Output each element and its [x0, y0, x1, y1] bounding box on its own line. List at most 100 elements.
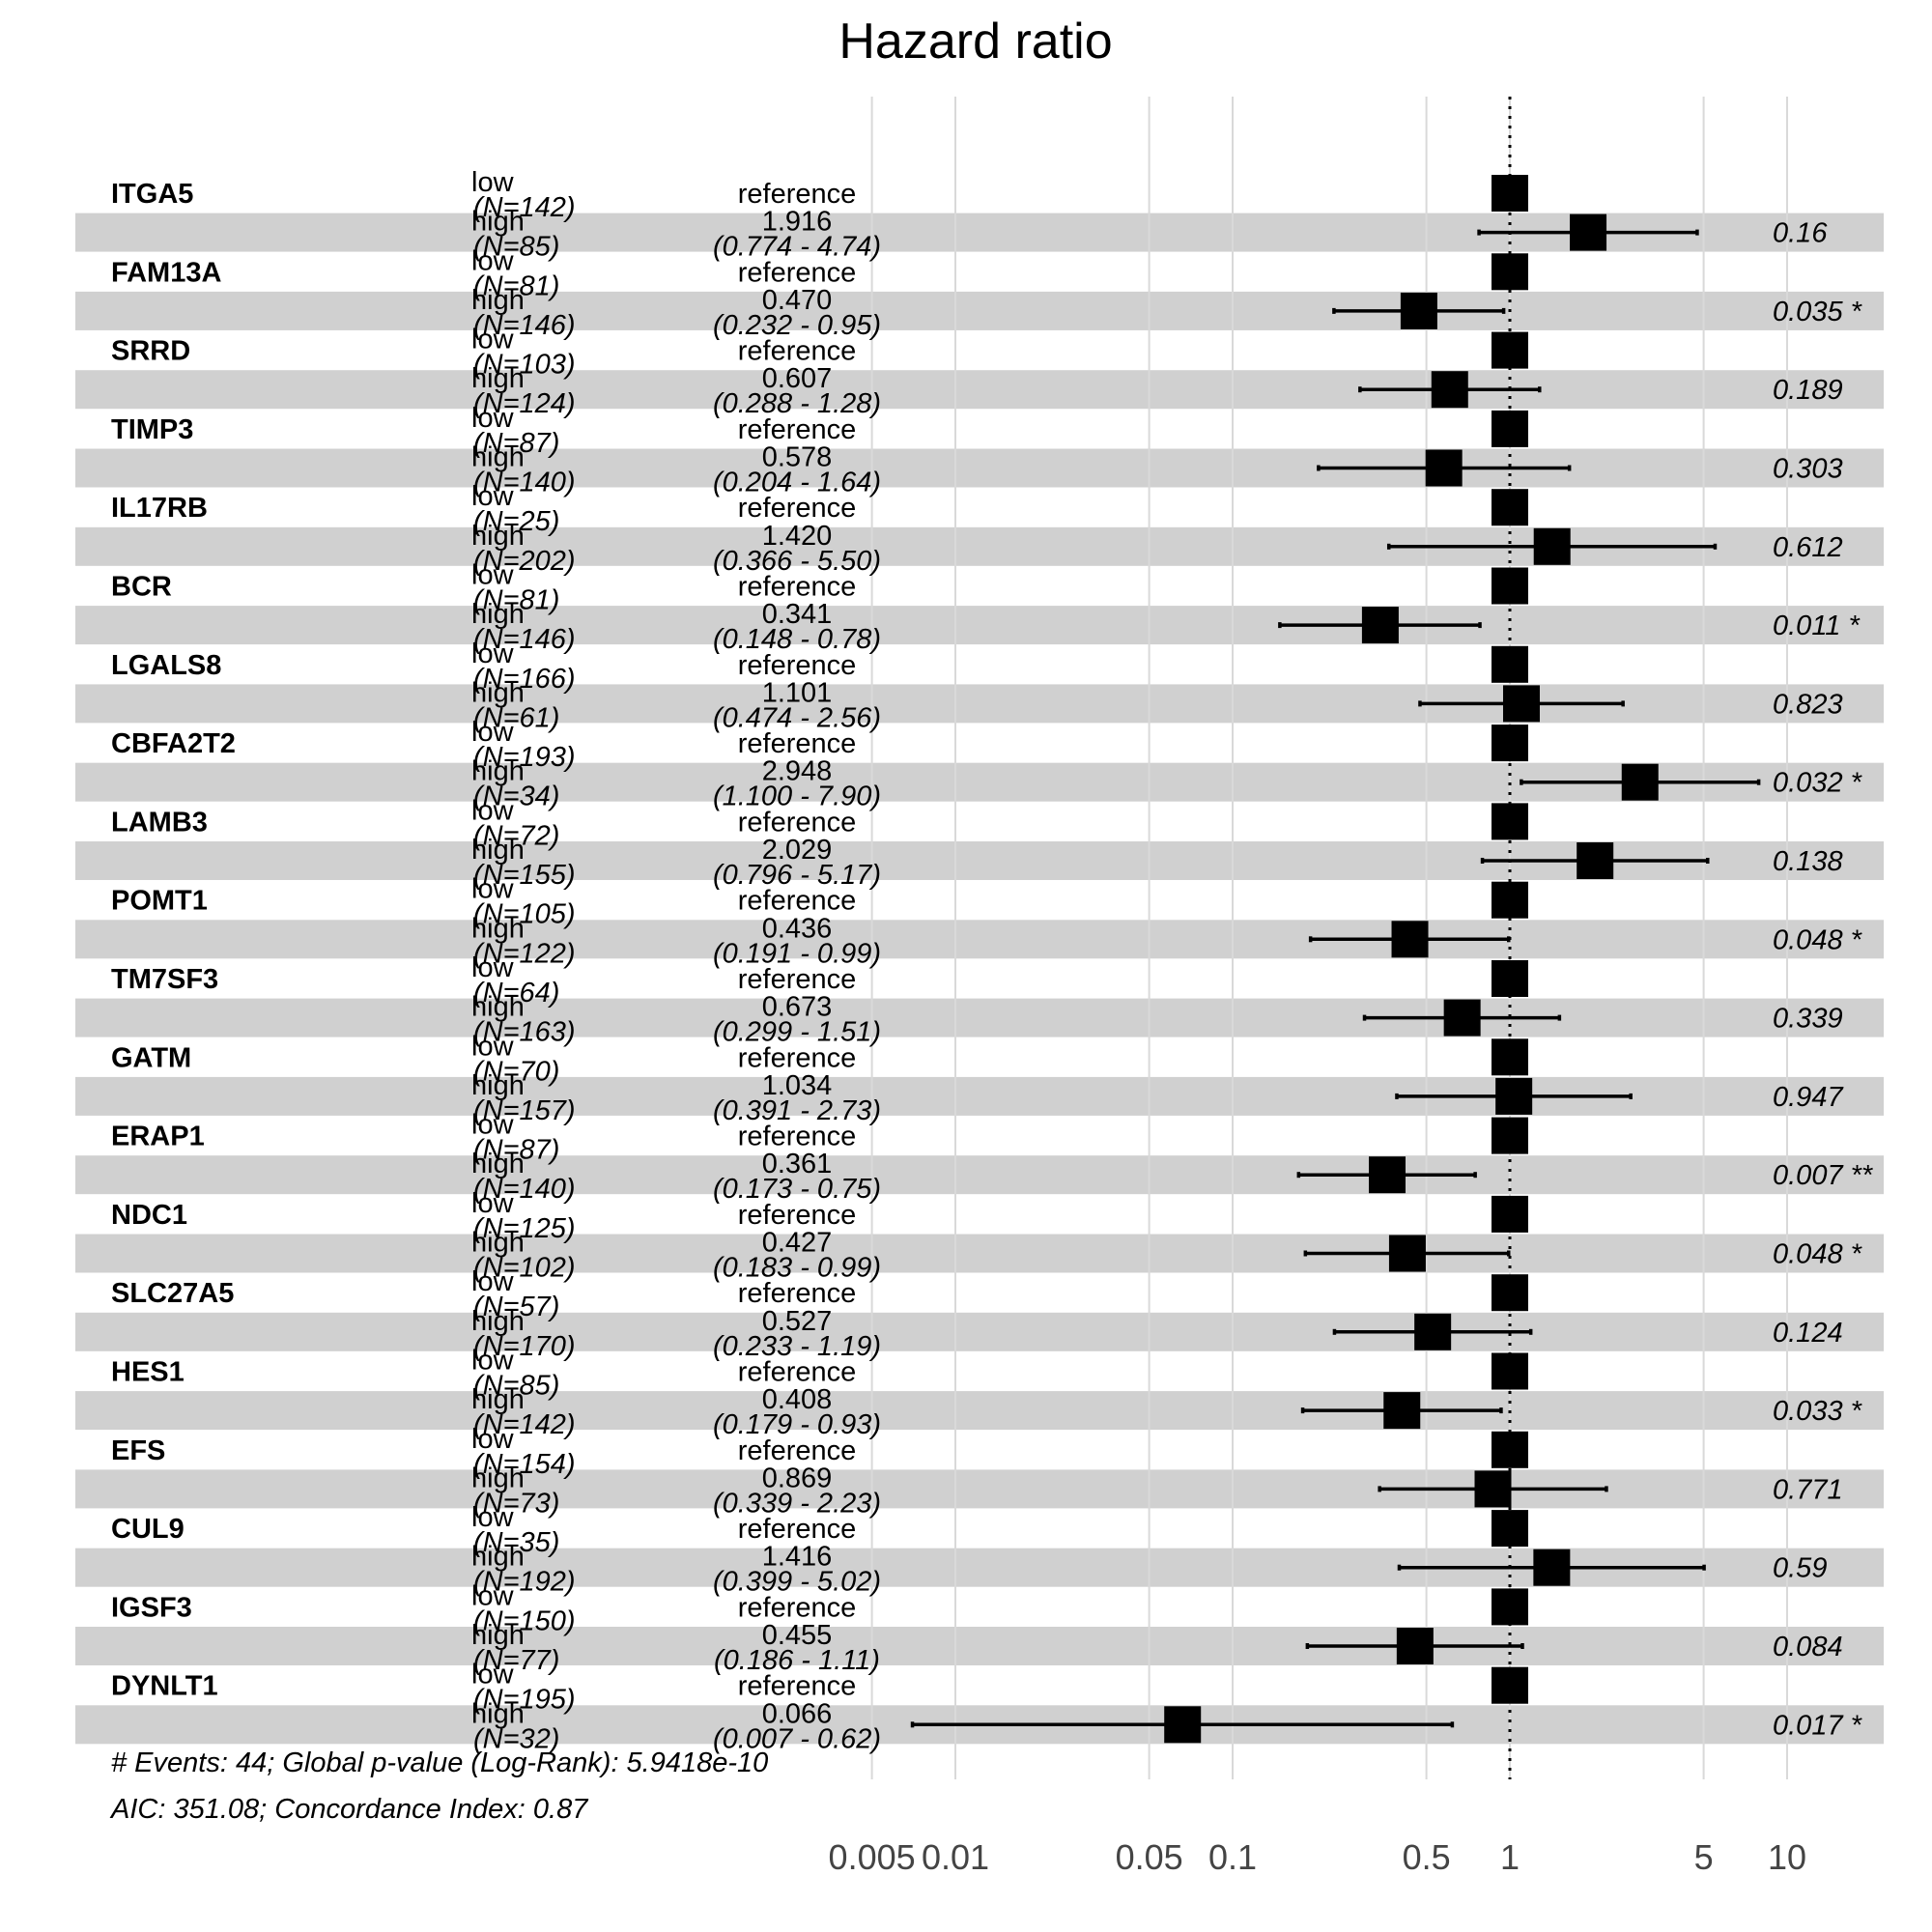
high-level-label: high: [471, 363, 525, 394]
high-n-label: (N=124): [473, 388, 576, 419]
reference-marker: [1492, 1510, 1528, 1548]
hr-estimate: 2.029: [762, 835, 833, 866]
reference-marker: [1492, 1431, 1528, 1468]
low-level-label: low: [471, 639, 515, 669]
low-level-label: low: [471, 1424, 515, 1455]
hr-ci-label: (0.474 - 2.56): [713, 702, 881, 733]
low-n-label: (N=154): [473, 1449, 576, 1480]
high-level-label: high: [471, 1620, 525, 1651]
high-level-label: high: [471, 599, 525, 630]
high-n-label: (N=140): [473, 1174, 576, 1205]
gene-label: CUL9: [111, 1514, 185, 1545]
gene-label: ITGA5: [111, 179, 193, 210]
hr-ci-label: (0.183 - 0.99): [713, 1253, 881, 1284]
reference-label: reference: [738, 1435, 857, 1466]
forest-row-bcr: BCR low(N=81)high(N=146) reference0.341(0.…: [111, 560, 1861, 656]
hr-estimate: 1.101: [762, 677, 833, 708]
x-tick-label: 1: [1500, 1837, 1520, 1877]
forest-row-il17rb: IL17RB low(N=25)high(N=202) reference1.420…: [111, 481, 1843, 577]
hr-ci-label: (0.007 - 0.62): [713, 1723, 881, 1754]
row-stripe-bcr: [75, 606, 1884, 645]
hr-estimate: 0.673: [762, 992, 833, 1023]
low-level-label: low: [471, 717, 515, 748]
hr-estimate: 0.361: [762, 1149, 833, 1179]
forest-row-efs: EFS low(N=154)high(N=73) reference0.869(0.…: [111, 1424, 1843, 1520]
gene-label: IGSF3: [111, 1592, 192, 1623]
p-value: 0.947: [1773, 1082, 1844, 1113]
reference-marker: [1492, 1274, 1528, 1312]
hr-marker: [1502, 685, 1540, 723]
gene-label: HES1: [111, 1357, 185, 1388]
high-level-label: high: [471, 1149, 525, 1179]
reference-label: reference: [738, 650, 857, 681]
hr-marker: [1443, 999, 1481, 1037]
gene-label: CBFA2T2: [111, 728, 236, 759]
row-stripe-efs: [75, 1469, 1884, 1509]
low-n-label: (N=25): [473, 506, 559, 537]
p-value: 0.084: [1773, 1632, 1843, 1662]
high-level-label: high: [471, 992, 525, 1023]
high-n-label: (N=140): [473, 468, 576, 498]
forest-row-slc27a5: SLC27A5 low(N=57)high(N=170) reference0.52…: [111, 1266, 1843, 1362]
row-stripe-ndc1: [75, 1234, 1884, 1273]
high-level-label: high: [471, 835, 525, 866]
high-n-label: (N=142): [473, 1409, 576, 1440]
reference-label: reference: [738, 1278, 857, 1309]
high-n-label: (N=61): [473, 702, 559, 733]
hr-marker: [1474, 1470, 1512, 1508]
hr-estimate: 0.066: [762, 1698, 833, 1729]
high-n-label: (N=146): [473, 624, 576, 655]
high-level-label: high: [471, 285, 525, 316]
p-value: 0.124: [1773, 1318, 1843, 1349]
row-stripe-tm7sf3: [75, 998, 1884, 1037]
high-n-label: (N=85): [473, 232, 559, 263]
reference-marker: [1492, 1117, 1528, 1154]
reference-marker: [1492, 1666, 1528, 1704]
hr-estimate: 1.034: [762, 1070, 833, 1101]
forest-row-igsf3: IGSF3 low(N=150)high(N=77) reference0.455(…: [111, 1580, 1843, 1676]
low-n-label: (N=72): [473, 820, 559, 851]
reference-marker: [1492, 1352, 1528, 1390]
hr-marker: [1495, 1077, 1533, 1115]
p-value: 0.048 *: [1773, 924, 1863, 955]
hr-marker: [1388, 1235, 1426, 1272]
reference-marker: [1492, 410, 1528, 447]
reference-label: reference: [738, 179, 857, 210]
p-value: 0.007 **: [1773, 1160, 1874, 1191]
hr-estimate: 1.916: [762, 207, 833, 238]
hr-ci-label: (0.191 - 0.99): [713, 938, 881, 969]
p-value: 0.035 *: [1773, 297, 1863, 327]
high-level-label: high: [471, 207, 525, 238]
p-value: 0.138: [1773, 846, 1843, 877]
row-stripe-srrd: [75, 370, 1884, 410]
reference-marker: [1492, 175, 1528, 212]
high-n-label: (N=157): [473, 1095, 576, 1126]
x-axis-ticks: 0.005 0.01 0.05 0.1 0.5 1 5 10: [829, 1837, 1806, 1877]
x-tick-label: 0.005: [829, 1837, 916, 1877]
high-level-label: high: [471, 1228, 525, 1259]
hr-ci-label: (0.299 - 1.51): [713, 1017, 881, 1048]
hr-estimate: 0.341: [762, 599, 833, 630]
hr-marker: [1414, 1313, 1452, 1350]
high-n-label: (N=73): [473, 1488, 559, 1519]
hr-marker: [1383, 1392, 1421, 1430]
reference-label: reference: [738, 493, 857, 524]
hr-ci-label: (0.796 - 5.17): [713, 860, 881, 891]
low-level-label: low: [471, 245, 515, 276]
hr-ci-label: (0.366 - 5.50): [713, 546, 881, 577]
low-level-label: low: [471, 1266, 515, 1297]
low-n-label: (N=166): [473, 664, 576, 695]
forest-row-dynlt1: DYNLT1 low(N=195)high(N=32) reference0.066…: [111, 1660, 1863, 1755]
gene-label: GATM: [111, 1042, 191, 1073]
hr-estimate: 2.948: [762, 756, 833, 787]
row-stripe-timp3: [75, 448, 1884, 488]
high-level-label: high: [471, 1463, 525, 1493]
reference-label: reference: [738, 1200, 857, 1231]
hr-marker: [1570, 213, 1607, 251]
hr-ci-label: (0.232 - 0.95): [713, 310, 881, 341]
hr-estimate: 0.527: [762, 1306, 833, 1337]
gene-label: BCR: [111, 572, 172, 603]
reference-label: reference: [738, 336, 857, 367]
high-level-label: high: [471, 1070, 525, 1101]
reference-marker: [1492, 960, 1528, 997]
